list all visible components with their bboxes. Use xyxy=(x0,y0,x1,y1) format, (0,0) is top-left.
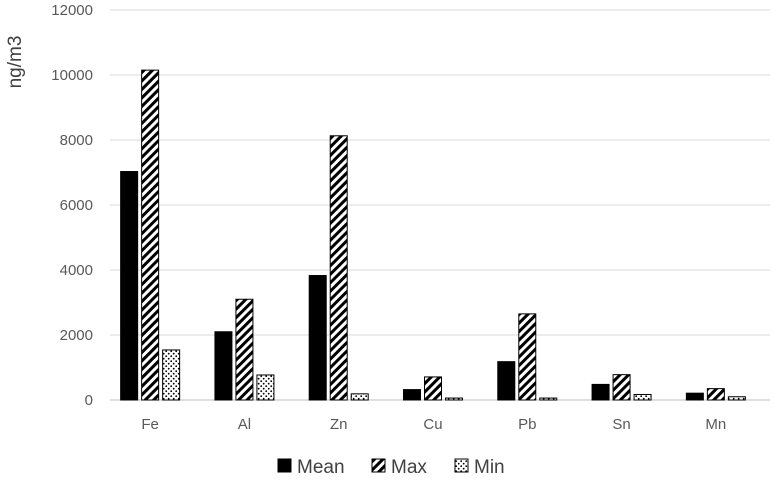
bars xyxy=(120,69,746,401)
y-axis-tick-labels: 0 2000 4000 6000 8000 10000 12000 xyxy=(51,2,93,409)
bar-min-sn xyxy=(633,393,652,401)
bar-max-al xyxy=(235,298,254,401)
legend-label: Mean xyxy=(297,457,345,478)
y-tick-label: 2000 xyxy=(60,327,93,344)
bar-max-zn xyxy=(329,135,348,401)
legend-label: Max xyxy=(391,457,427,478)
x-axis-tick-labels: Fe Al Zn Cu Pb Sn Mn xyxy=(141,416,726,433)
x-tick-label: Al xyxy=(238,416,251,433)
bar-max-sn xyxy=(612,374,631,401)
legend-item-max: Max xyxy=(371,457,427,478)
bar-mean-cu xyxy=(403,389,421,401)
bar-max-mn xyxy=(706,388,725,401)
bar-max-pb xyxy=(518,313,537,401)
bar-min-fe xyxy=(162,349,181,401)
x-tick-label: Fe xyxy=(141,416,159,433)
bar-mean-mn xyxy=(685,392,704,401)
legend-label: Min xyxy=(474,457,505,478)
x-tick-label: Mn xyxy=(705,416,726,433)
bar-min-mn xyxy=(727,396,746,401)
legend-item-mean: Mean xyxy=(277,457,345,478)
bar-min-zn xyxy=(350,393,369,401)
x-tick-label: Zn xyxy=(330,416,348,433)
bar-mean-sn xyxy=(591,383,610,401)
x-tick-label: Pb xyxy=(518,416,536,433)
legend-swatch xyxy=(371,458,386,473)
y-axis-title: ng/m3 xyxy=(5,36,26,89)
legend-swatch xyxy=(454,458,469,473)
y-tick-label: 12000 xyxy=(51,2,93,19)
x-tick-label: Cu xyxy=(423,416,442,433)
bar-min-pb xyxy=(539,397,558,401)
y-tick-label: 6000 xyxy=(60,197,93,214)
x-tick-label: Sn xyxy=(612,416,630,433)
bar-mean-pb xyxy=(497,361,516,401)
legend-item-min: Min xyxy=(454,457,505,478)
bar-min-al xyxy=(256,374,275,401)
bar-mean-fe xyxy=(120,171,139,401)
y-tick-label: 0 xyxy=(85,392,93,409)
legend-swatch xyxy=(277,458,292,473)
legend: Mean Max Min xyxy=(277,457,505,478)
bar-mean-zn xyxy=(308,275,327,401)
bar-max-cu xyxy=(424,376,442,401)
bar-mean-al xyxy=(214,331,233,401)
gridlines xyxy=(110,9,770,401)
bar-max-fe xyxy=(141,69,160,401)
y-tick-label: 4000 xyxy=(60,262,93,279)
y-tick-label: 8000 xyxy=(60,132,93,149)
y-tick-label: 10000 xyxy=(51,67,93,84)
bar-min-cu xyxy=(445,397,463,401)
